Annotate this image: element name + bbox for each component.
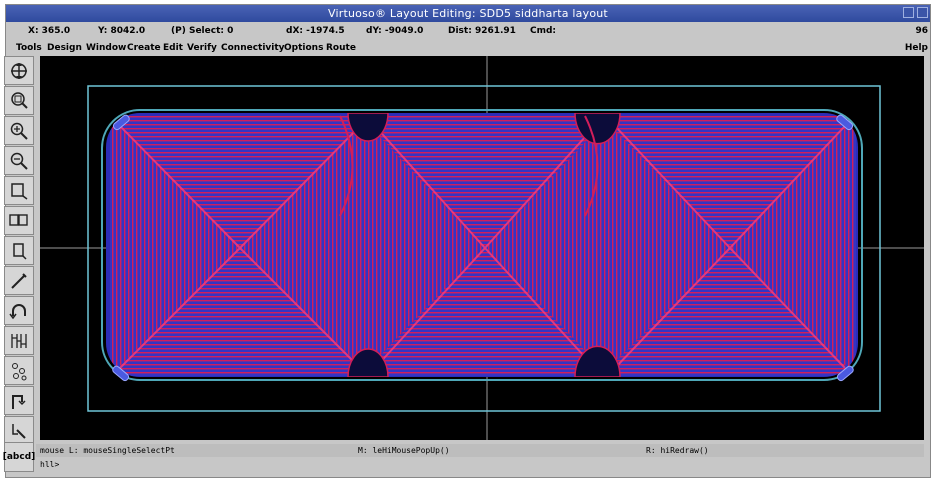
maximize-icon[interactable] [917,7,928,18]
distance: Dist: 9261.91 [448,26,516,36]
menu-bar: Tools Design Window Create Edit Verify C… [6,39,930,57]
prompt-label: hll> [40,460,60,469]
y-coordinate: Y: 8042.0 [98,26,146,36]
undo-icon [9,303,26,319]
command-prompt[interactable]: hll> [36,458,924,471]
stretch-icon [13,242,27,260]
mouse-right-binding: R: hiRedraw() [646,446,709,455]
mouse-left-binding: mouse L: mouseSingleSelectPt [40,446,175,455]
instance-button[interactable] [4,356,34,385]
zoom-out-icon [10,152,28,170]
copy-icon [9,213,28,226]
command-button[interactable]: [abcd] [3,442,35,472]
menu-connectivity[interactable]: Connectivity [221,43,285,53]
minimize-icon[interactable] [903,7,914,18]
tool-palette [4,56,34,445]
select-button[interactable] [4,416,34,445]
menu-verify[interactable]: Verify [187,43,217,53]
outer-ring [101,109,863,381]
title-bar[interactable]: Virtuoso® Layout Editing: SDD5 siddharta… [6,5,930,22]
select-count: (P) Select: 0 [171,26,234,36]
ruler-icon [11,333,27,348]
layout-drawing [40,56,924,440]
x-coordinate: X: 365.0 [28,26,71,36]
rectangle-button[interactable] [4,176,34,205]
pan-button[interactable] [4,56,34,85]
command-label: Cmd: [530,26,557,36]
menu-help[interactable]: Help [904,43,928,53]
menu-route[interactable]: Route [326,43,356,53]
menu-window[interactable]: Window [86,43,127,53]
window-title: Virtuoso® Layout Editing: SDD5 siddharta… [328,7,608,20]
menu-tools[interactable]: Tools [16,43,42,53]
pan-icon [11,62,27,79]
delta-y: dY: -9049.0 [366,26,424,36]
menu-create[interactable]: Create [127,43,161,53]
zoom-fit-button[interactable] [4,86,34,115]
mouse-binding-bar: mouse L: mouseSingleSelectPt M: leHiMous… [36,444,924,457]
instance-icon [12,362,27,380]
select-icon [12,423,26,439]
zoom-fit-icon [11,91,28,109]
mouse-middle-binding: M: leHiMousePopUp() [358,446,450,455]
route-icon [12,394,26,409]
path-icon [11,272,27,289]
layout-canvas[interactable] [40,56,924,440]
copy-button[interactable] [4,206,34,235]
ruler-button[interactable] [4,326,34,355]
zoom-out-button[interactable] [4,146,34,175]
delta-x: dX: -1974.5 [286,26,345,36]
zoom-in-icon [10,122,28,140]
zoom-in-button[interactable] [4,116,34,145]
stretch-button[interactable] [4,236,34,265]
status-right-value: 96 [915,26,928,36]
menu-options[interactable]: Options [284,43,324,53]
undo-button[interactable] [4,296,34,325]
coordinate-status-bar: X: 365.0 Y: 8042.0 (P) Select: 0 dX: -19… [6,22,930,39]
rectangle-icon [11,182,28,200]
menu-edit[interactable]: Edit [163,43,183,53]
path-button[interactable] [4,266,34,295]
menu-design[interactable]: Design [47,43,82,53]
cell-boundary [87,85,881,412]
route-button[interactable] [4,386,34,415]
